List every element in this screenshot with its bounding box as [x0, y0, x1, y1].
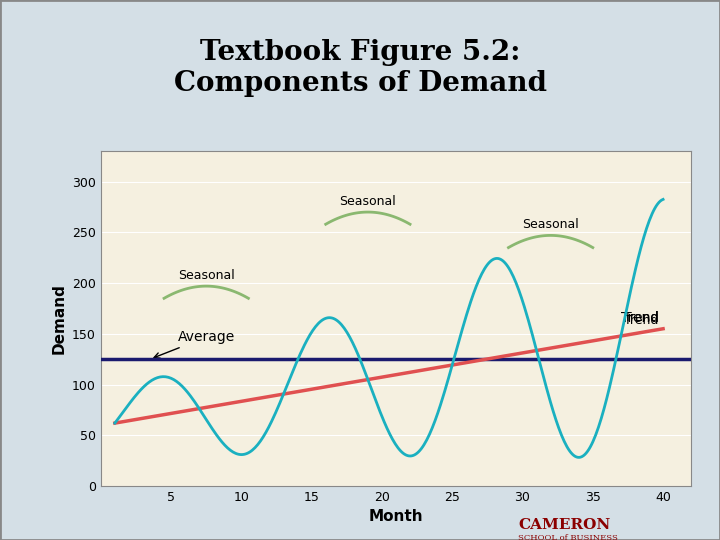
- Text: CAMERON: CAMERON: [518, 518, 611, 532]
- Text: Trend: Trend: [624, 310, 658, 323]
- Y-axis label: Demand: Demand: [52, 283, 66, 354]
- Text: Seasonal: Seasonal: [522, 218, 579, 231]
- Text: Seasonal: Seasonal: [340, 195, 396, 208]
- Text: Seasonal: Seasonal: [178, 269, 235, 282]
- Text: Trend: Trend: [624, 314, 658, 327]
- Text: SCHOOL of BUSINESS: SCHOOL of BUSINESS: [518, 534, 618, 540]
- Text: Trend: Trend: [621, 310, 659, 325]
- X-axis label: Month: Month: [369, 509, 423, 524]
- Text: Average: Average: [154, 330, 235, 358]
- Text: Textbook Figure 5.2:
Components of Demand: Textbook Figure 5.2: Components of Deman…: [174, 39, 546, 97]
